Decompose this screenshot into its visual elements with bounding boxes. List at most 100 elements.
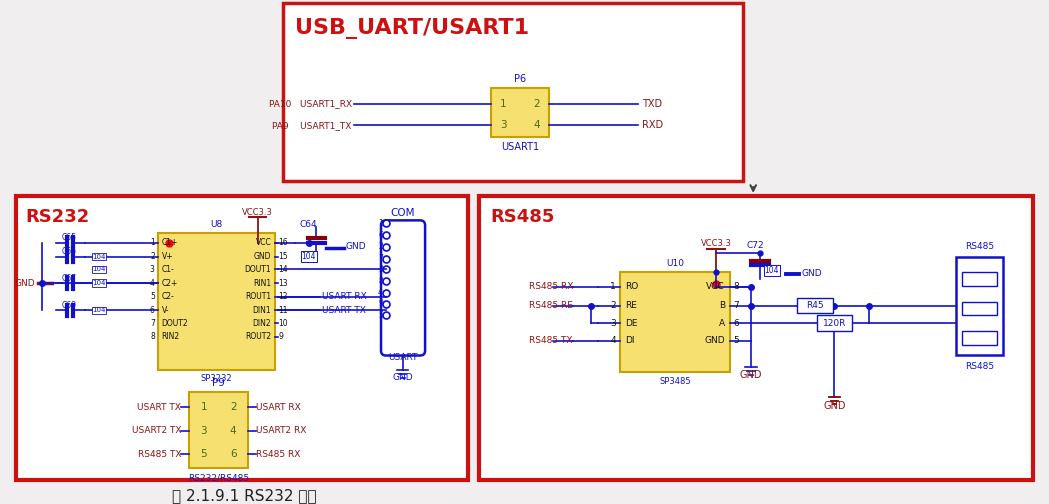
Text: P6: P6 (514, 74, 527, 84)
Text: RS485 TX: RS485 TX (137, 450, 181, 459)
Text: GND: GND (823, 401, 845, 411)
Text: 9: 9 (278, 333, 283, 341)
Text: RO: RO (625, 282, 638, 291)
Text: RS485: RS485 (965, 362, 994, 371)
Text: 6: 6 (230, 450, 236, 460)
Bar (620, 272, 730, 372)
Text: V+: V+ (162, 252, 173, 261)
Text: DI: DI (625, 336, 635, 345)
Text: GND: GND (15, 279, 36, 288)
Text: 4: 4 (230, 426, 236, 436)
Text: RE: RE (625, 301, 637, 310)
Text: RS485 RE: RS485 RE (529, 301, 573, 310)
Text: DOUT2: DOUT2 (162, 319, 188, 328)
Text: 图 2.1.9.1 RS232 串口: 图 2.1.9.1 RS232 串口 (172, 488, 316, 503)
Text: C1-: C1- (162, 265, 174, 274)
Text: U8: U8 (211, 220, 222, 229)
Text: 9: 9 (378, 299, 383, 308)
Text: RXD: RXD (642, 120, 663, 131)
Text: 15: 15 (278, 252, 287, 261)
Text: 5: 5 (200, 450, 207, 460)
Bar (797, 298, 833, 313)
Text: ROUT2: ROUT2 (245, 333, 272, 341)
Text: 2: 2 (150, 252, 155, 261)
Text: USB_UART/USART1: USB_UART/USART1 (295, 18, 529, 39)
Text: 11: 11 (278, 306, 287, 315)
Text: DE: DE (625, 319, 638, 328)
Text: V-: V- (162, 306, 169, 315)
Text: 7: 7 (733, 301, 740, 310)
Text: 1: 1 (200, 402, 207, 412)
Bar (189, 392, 248, 468)
Text: USART1: USART1 (501, 142, 539, 152)
Text: 3: 3 (150, 265, 155, 274)
Text: U10: U10 (666, 260, 684, 268)
Text: A: A (719, 319, 725, 328)
Text: DOUT1: DOUT1 (244, 265, 272, 274)
Text: TXD: TXD (642, 99, 662, 109)
Text: COM: COM (390, 208, 414, 218)
Text: VCC3.3: VCC3.3 (242, 208, 273, 217)
Text: 104: 104 (92, 280, 106, 286)
Text: GND: GND (801, 269, 821, 278)
Text: 5: 5 (378, 311, 383, 320)
Text: 4: 4 (611, 336, 616, 345)
Text: 104: 104 (92, 266, 106, 272)
Text: DIN1: DIN1 (253, 306, 272, 315)
Bar (283, 3, 744, 181)
Text: 104: 104 (92, 254, 106, 260)
Text: VCC: VCC (256, 238, 272, 247)
Text: 2: 2 (230, 402, 236, 412)
Text: 1: 1 (611, 282, 616, 291)
Bar (962, 272, 997, 286)
Text: RIN2: RIN2 (162, 333, 179, 341)
Text: 120R: 120R (822, 319, 847, 328)
Text: USART TX: USART TX (137, 403, 181, 412)
Text: 12: 12 (278, 292, 287, 301)
Text: 2: 2 (611, 301, 616, 310)
Text: DIN2: DIN2 (253, 319, 272, 328)
Text: 8: 8 (150, 333, 155, 341)
Bar (479, 196, 1033, 480)
Text: 1: 1 (379, 219, 383, 228)
Text: RS485: RS485 (491, 208, 555, 226)
Text: C2+: C2+ (162, 279, 178, 288)
Text: 5: 5 (150, 292, 155, 301)
Bar (157, 233, 275, 370)
Text: 2: 2 (379, 242, 383, 251)
Text: RS485 RX: RS485 RX (256, 450, 300, 459)
Text: B: B (719, 301, 725, 310)
Text: 104: 104 (301, 252, 316, 261)
Text: 5: 5 (733, 336, 740, 345)
Text: 104: 104 (92, 307, 106, 313)
Bar (956, 257, 1003, 354)
Text: 2: 2 (534, 99, 540, 109)
Text: PA10   USART1_RX: PA10 USART1_RX (269, 99, 351, 108)
Text: GND: GND (740, 370, 763, 380)
Text: C65: C65 (62, 233, 77, 242)
Text: USART TX: USART TX (322, 306, 366, 315)
Text: USART2 TX: USART2 TX (132, 426, 181, 435)
Bar (962, 331, 997, 345)
Text: USART RX: USART RX (256, 403, 300, 412)
Text: GND: GND (346, 242, 366, 251)
Text: R45: R45 (806, 301, 823, 310)
Text: 6: 6 (378, 230, 383, 239)
Text: SP3232: SP3232 (200, 374, 232, 383)
Bar (817, 316, 852, 331)
Text: 7: 7 (150, 319, 155, 328)
Text: GND: GND (254, 252, 272, 261)
Text: 4: 4 (150, 279, 155, 288)
Text: USART: USART (388, 353, 418, 361)
Text: C69: C69 (62, 301, 77, 309)
Text: 8: 8 (733, 282, 740, 291)
Text: USART RX: USART RX (322, 292, 367, 301)
Text: C66: C66 (62, 247, 77, 256)
Text: P9: P9 (212, 378, 224, 388)
Text: RS232/RS485: RS232/RS485 (188, 473, 249, 482)
Text: 16: 16 (278, 238, 287, 247)
Text: C67: C67 (62, 274, 77, 283)
Text: 14: 14 (278, 265, 287, 274)
Text: 6: 6 (150, 306, 155, 315)
Text: 3: 3 (200, 426, 207, 436)
